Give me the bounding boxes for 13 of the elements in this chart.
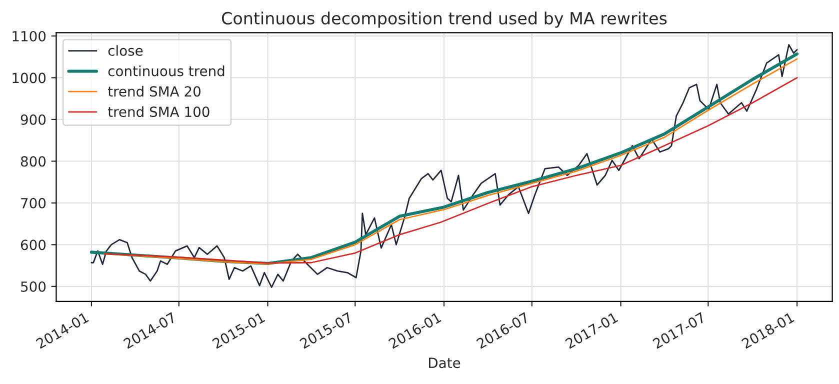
y-tick-label: 500 xyxy=(21,281,46,292)
legend-label: trend SMA 100 xyxy=(108,106,210,118)
x-axis-title: Date xyxy=(429,358,460,368)
legend-label: continuous trend xyxy=(108,66,224,76)
legend-label: close xyxy=(108,45,143,56)
chart-title: Continuous decomposition trend used by MA rewrites xyxy=(222,12,667,28)
y-tick-label: 1000 xyxy=(12,72,46,84)
y-tick-label: 800 xyxy=(20,156,46,167)
y-tick-label: 600 xyxy=(20,240,46,250)
y-tick-label: 700 xyxy=(21,198,46,208)
y-tick-label: 1100 xyxy=(12,30,46,42)
y-tick-label: 900 xyxy=(20,114,46,125)
legend-label: trend SMA 20 xyxy=(108,86,200,97)
